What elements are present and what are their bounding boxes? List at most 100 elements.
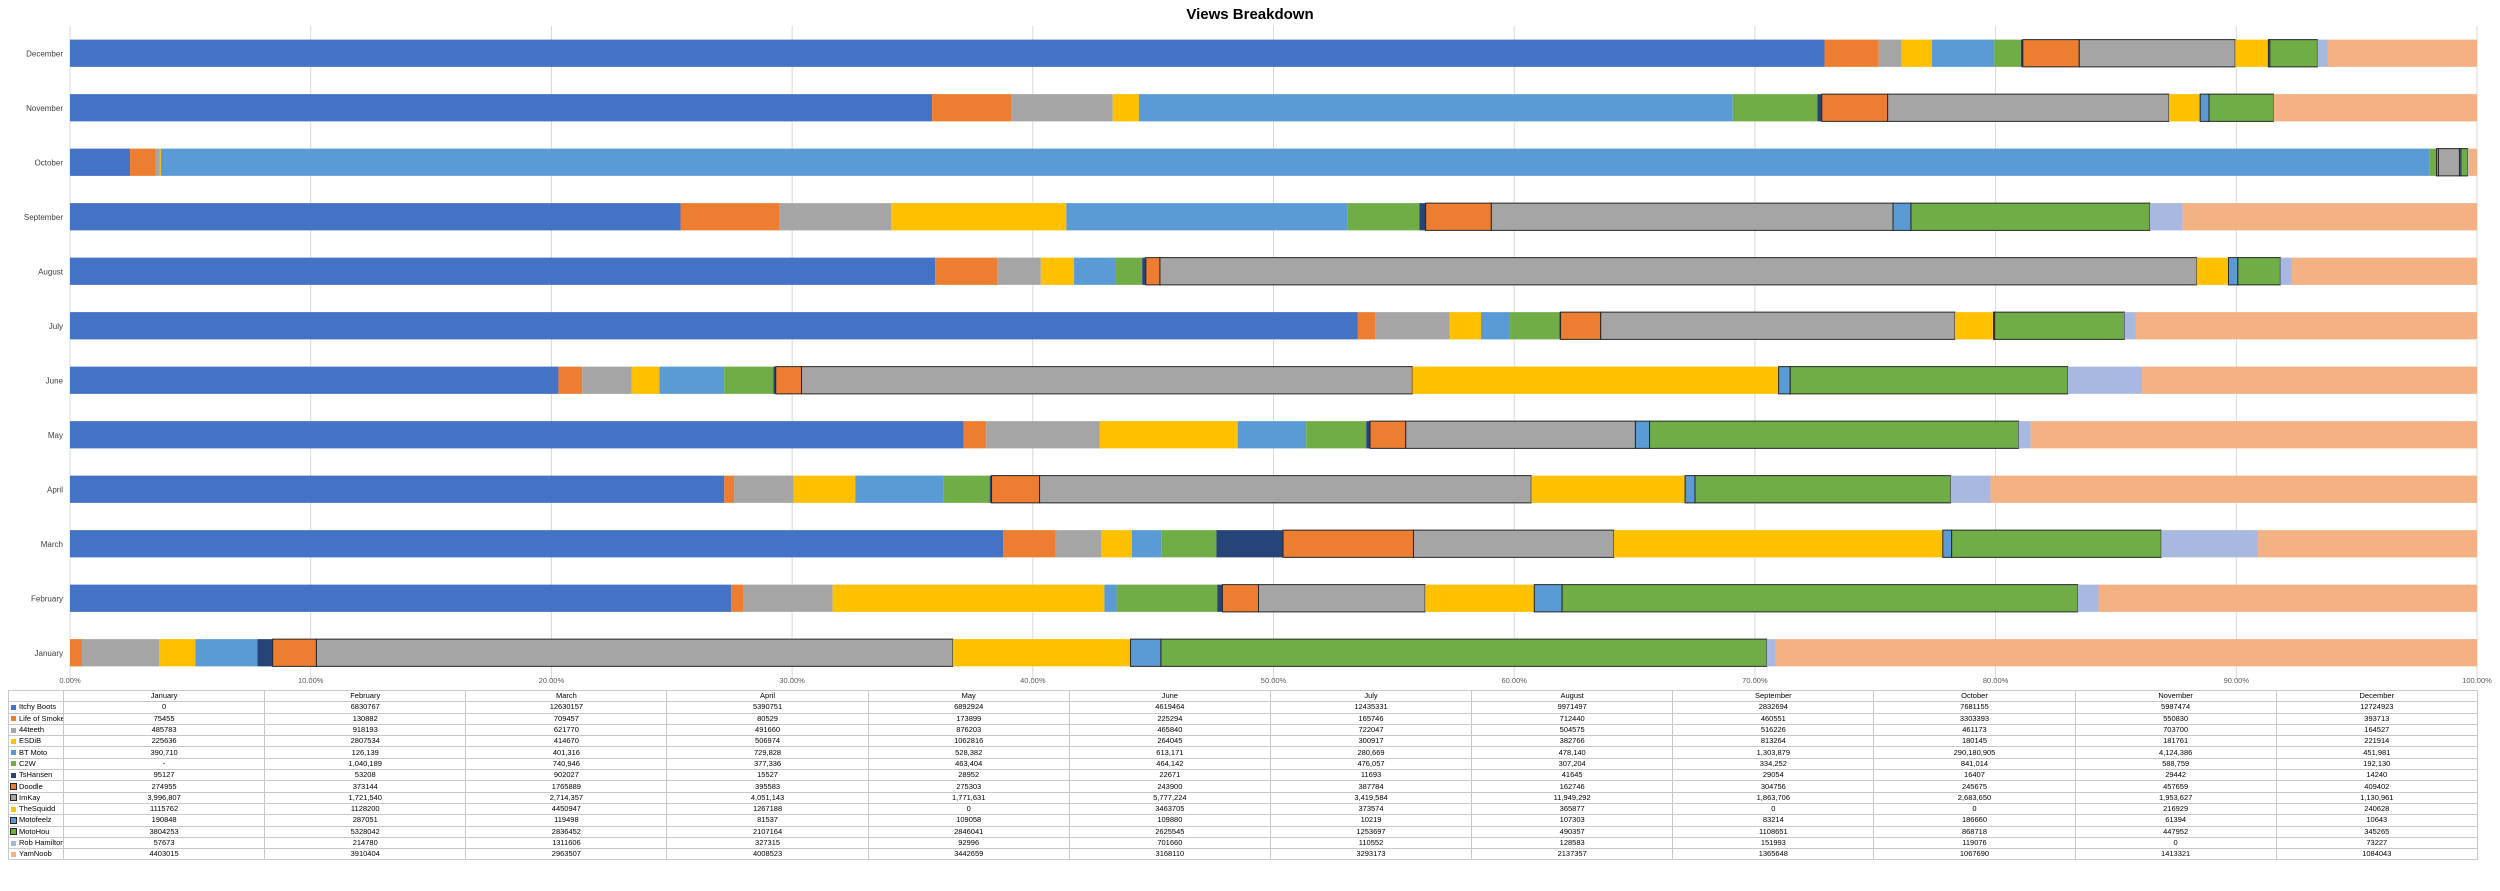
table-cell: 722047	[1269, 723, 1473, 737]
bar-segment-itchy-boots	[70, 39, 1825, 67]
table-cell: 387784	[1269, 780, 1473, 793]
table-cell: 516226	[1672, 723, 1875, 737]
bar-segment-yamnoob	[2142, 366, 2477, 394]
bar-segment-tshansen	[257, 639, 273, 667]
category-label: December	[26, 49, 63, 58]
bar-segment-imkay	[1405, 420, 1636, 449]
series-name: Motofeelz	[19, 815, 52, 825]
table-row: ImKay 3,996,807 1,721,540 2,714,357 4,051,14…	[8, 791, 2478, 804]
table-cell: 701660	[1068, 836, 1271, 850]
category-label: March	[41, 540, 63, 549]
bar-segment-44teeth	[734, 475, 794, 503]
bar-segment-doodle	[1221, 584, 1260, 613]
gridlines	[69, 26, 2478, 680]
table-cell: 876203	[867, 723, 1070, 737]
table-cell: 81537	[666, 814, 869, 827]
legend-key-icon	[11, 738, 16, 744]
bar-segment-bt-moto	[1480, 312, 1511, 340]
table-cell: 868718	[1873, 825, 2076, 838]
series-name-cell: BT Moto	[8, 746, 64, 759]
table-cell: 740,946	[465, 757, 668, 771]
table-cell: 28952	[867, 769, 1070, 782]
bar-segment-bt-moto	[1074, 257, 1116, 285]
table-header-month: July	[1269, 689, 1473, 703]
table-cell: 192,130	[2275, 757, 2478, 771]
bar-segment-44teeth	[1011, 94, 1113, 122]
table-cell: 1108651	[1672, 825, 1875, 838]
bar-segment-44teeth	[1375, 312, 1450, 340]
table-cell: 4,124,386	[2074, 746, 2277, 759]
table-cell: 2836452	[465, 825, 668, 838]
series-name-cell: ImKay	[8, 791, 64, 804]
legend-key-icon	[11, 727, 16, 733]
bar-segment-itchy-boots	[70, 475, 725, 503]
table-cell: 621770	[465, 723, 668, 737]
table-cell: 506974	[666, 735, 869, 748]
table-cell: 16407	[1873, 769, 2076, 782]
table-header-month: March	[465, 689, 668, 703]
table-header-month: April	[666, 689, 869, 703]
bar-segment-motohou	[1694, 475, 1952, 504]
bar-segment-c2w	[1115, 257, 1143, 285]
table-cell: 12435331	[1269, 701, 1473, 714]
category-label: August	[38, 267, 64, 276]
table-row: TsHansen 95127 53208 902027 15527 28952 22671 1…	[8, 769, 2478, 782]
table-cell: 0	[1672, 802, 1875, 816]
category-label: January	[35, 649, 63, 658]
table-cell: 109880	[1068, 814, 1271, 827]
series-name-cell: TsHansen	[8, 769, 64, 782]
bar-segment-motofeelz	[1533, 584, 1563, 613]
bar-segment-44teeth	[1055, 530, 1102, 558]
table-row: ESDiB 225636 2807534 414670 506974 1062816 264…	[8, 735, 2478, 748]
category-label: April	[47, 485, 63, 494]
table-cell: 2107164	[666, 825, 869, 838]
bar-segment-motofeelz	[1892, 202, 1912, 231]
table-cell: 3,419,584	[1269, 791, 1473, 804]
legend-key-icon	[11, 851, 16, 857]
bar-segment-c2w	[943, 475, 990, 503]
bar-segment-esdib	[159, 148, 161, 176]
bar-segment-life-of-smokey	[731, 584, 744, 612]
bar-segments	[70, 39, 2477, 667]
table-row: C2W -1,040,189 740,946 377,336 463,404 464,14…	[8, 757, 2478, 771]
x-tick-label: 50.00%	[1261, 676, 1287, 685]
bar-segment-itchy-boots	[70, 148, 131, 176]
series-name: YamNoob	[19, 849, 52, 859]
bar-segment-c2w	[1161, 530, 1217, 558]
bar-segment-motofeelz	[1684, 475, 1696, 504]
bar-segment-imkay	[315, 638, 954, 667]
table-cell: 186660	[1873, 814, 2076, 827]
bar-segment-44teeth	[779, 203, 892, 231]
bar-segment-tshansen	[1216, 530, 1284, 558]
table-header-month: September	[1672, 689, 1875, 703]
table-cell: 12724923	[2275, 701, 2478, 714]
bar-segment-tshansen	[773, 366, 776, 394]
table-cell: 190848	[62, 814, 266, 827]
bar-segment-44teeth	[155, 148, 160, 176]
bar-segment-esdib	[1901, 39, 1933, 67]
table-cell: 10643	[2275, 814, 2478, 827]
bar-segment-itchy-boots	[70, 421, 964, 449]
bar-segment-rob-hamilton	[2018, 421, 2031, 449]
table-cell: 0	[62, 701, 266, 714]
series-name: ImKay	[19, 792, 41, 802]
bar-segment-doodle	[1425, 202, 1492, 231]
table-cell: 451,981	[2275, 746, 2478, 759]
bar-segment-imkay	[2078, 39, 2236, 68]
bar-segment-itchy-boots	[70, 366, 559, 394]
table-row: Itchy Boots 0 6830767 12630157 5390751 689292…	[8, 701, 2478, 714]
bar-segment-motohou	[1994, 311, 2125, 340]
table-cell: 504575	[1471, 723, 1674, 737]
bar-segment-bt-moto	[1237, 421, 1307, 449]
table-cell: 130882	[264, 712, 467, 725]
bar-segment-imkay	[1490, 202, 1894, 231]
table-cell: 0	[2074, 836, 2277, 850]
table-header-month: January	[62, 689, 266, 703]
bar-segment-esdib	[1101, 530, 1133, 558]
series-name: 44teeth	[19, 725, 45, 735]
bar-segment-thesquidd	[1614, 530, 1943, 558]
bar-segment-yamnoob	[2182, 203, 2477, 231]
bar-segment-motofeelz	[1634, 420, 1651, 449]
table-cell: 221914	[2275, 735, 2478, 748]
bar-segment-imkay	[1412, 529, 1615, 558]
